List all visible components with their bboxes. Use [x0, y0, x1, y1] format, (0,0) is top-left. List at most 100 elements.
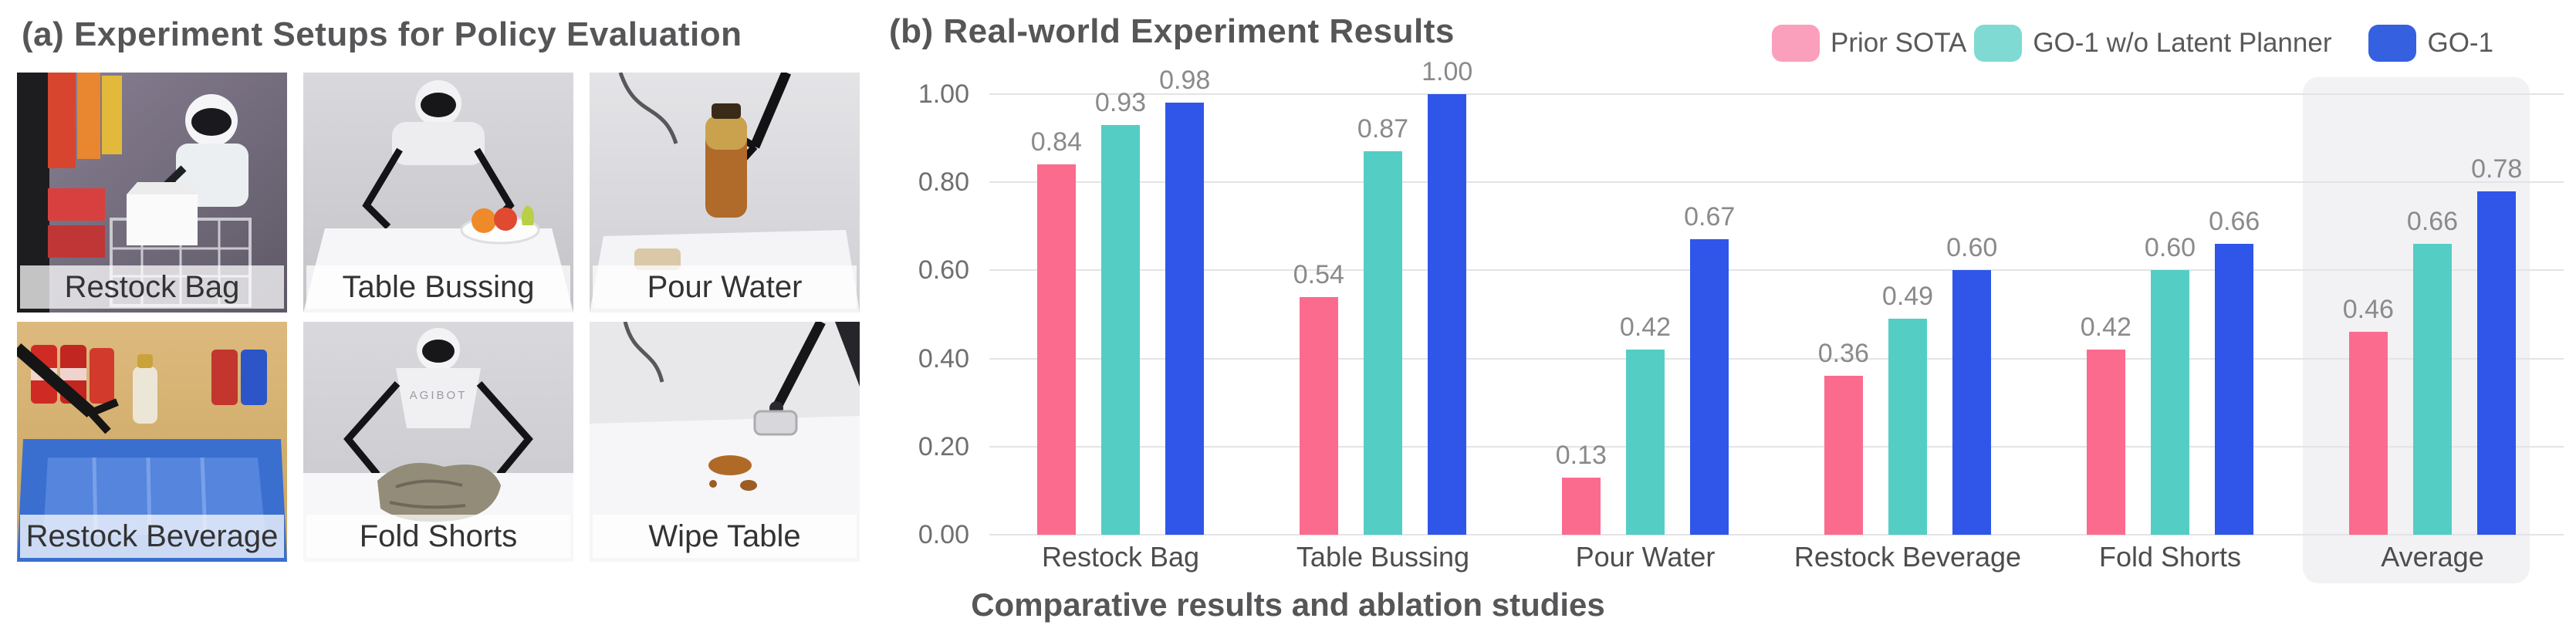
bar-rect — [1626, 350, 1665, 535]
legend-item-go-1-w-o-latent-planner: GO-1 w/o Latent Planner — [1974, 25, 2331, 62]
bar-rect — [1165, 103, 1205, 535]
bar-rect — [2477, 191, 2517, 535]
x-label-restock-beverage: Restock Beverage — [1793, 541, 2022, 573]
value-label: 1.00 — [1422, 57, 1473, 86]
panel-b-title: (b) Real-world Experiment Results — [889, 12, 1455, 50]
bar-group-average: 0.46 0.66 0.78 — [2301, 94, 2564, 535]
value-label: 0.93 — [1094, 87, 1147, 117]
bar-rect — [1428, 94, 1467, 535]
chart-legend: Prior SOTA GO-1 w/o Latent Planner GO-1 — [1772, 22, 2493, 65]
value-label: 0.60 — [2144, 233, 2196, 263]
y-tick-0.40: 0.40 — [918, 343, 969, 373]
bar-group-restock-bag: 0.84 0.93 0.98 — [989, 66, 1252, 535]
bar-average-go-1-w-o-latent-planner: 0.66 — [2407, 94, 2458, 535]
x-label-fold-shorts: Fold Shorts — [2098, 541, 2242, 573]
bar-restock-bag-go-1: 0.98 — [1159, 66, 1210, 535]
bar-group-table-bussing: 0.54 0.87 1.00 — [1252, 57, 1514, 535]
bar-groups: 0.84 0.93 0.98 0.54 0.87 1.00 0.13 0.42 0.67 0.36… — [989, 57, 2564, 535]
y-tick-0.80: 0.80 — [918, 167, 969, 198]
setup-label-pour-water: Pour Water — [593, 265, 857, 309]
robot-brand-text: AGIBOT — [410, 389, 468, 402]
legend-label: Prior SOTA — [1831, 28, 1967, 58]
y-axis: 1.00 0.80 0.60 0.40 0.20 0.00 — [815, 79, 969, 549]
legend-label: GO-1 — [2427, 28, 2494, 58]
legend-item-go-1: GO-1 — [2368, 25, 2493, 62]
setup-photo-pour-water: Pour Water — [590, 73, 860, 313]
bar-table-bussing-prior-sota: 0.54 — [1293, 94, 1344, 535]
bar-pour-water-go-1-w-o-latent-planner: 0.42 — [1620, 94, 1671, 535]
bar-rect — [1888, 319, 1927, 535]
y-tick-0.00: 0.00 — [918, 520, 969, 549]
value-label: 0.13 — [1555, 440, 1607, 470]
bar-rect — [1299, 296, 1338, 535]
bar-restock-beverage-go-1-w-o-latent-planner: 0.49 — [1882, 94, 1933, 535]
value-label: 0.46 — [2342, 295, 2394, 325]
gridline-0.40 — [989, 357, 2564, 360]
bar-fold-shorts-go-1-w-o-latent-planner: 0.60 — [2145, 94, 2196, 535]
experiment-setup-grid: Restock Bag Table Bussing — [17, 73, 860, 562]
bar-rect — [1824, 376, 1863, 535]
setup-label-table-bussing: Table Bussing — [306, 265, 570, 309]
value-label: 0.78 — [2471, 154, 2523, 184]
value-label: 0.67 — [1684, 202, 1736, 232]
value-label: 0.42 — [2080, 313, 2131, 343]
setup-label-restock-beverage: Restock Beverage — [20, 515, 284, 558]
setup-photo-restock-beverage: Restock Beverage — [17, 322, 287, 562]
value-label: 0.66 — [2209, 207, 2260, 237]
setup-label-restock-bag: Restock Bag — [20, 265, 284, 309]
bar-rect — [1036, 164, 1076, 535]
bar-rect — [2086, 350, 2125, 535]
bar-rect — [1690, 239, 1729, 535]
legend-label: GO-1 w/o Latent Planner — [2033, 28, 2332, 58]
bar-rect — [1364, 151, 1402, 535]
setup-label-fold-shorts: Fold Shorts — [306, 515, 570, 558]
bar-group-fold-shorts: 0.42 0.60 0.66 — [2039, 94, 2301, 535]
restock-bag-photo-illustration — [17, 73, 287, 313]
gridline-0.20 — [989, 445, 2564, 448]
legend-swatch-go-1 — [2368, 25, 2417, 62]
value-label: 0.49 — [1881, 282, 1934, 312]
bar-restock-beverage-go-1: 0.60 — [1946, 94, 1997, 535]
bar-group-pour-water: 0.13 0.42 0.67 — [1514, 94, 1776, 535]
value-label: 0.42 — [1619, 313, 1672, 343]
gridline-0.80 — [989, 181, 2564, 184]
value-label: 0.66 — [2406, 207, 2459, 237]
setup-label-wipe-table: Wipe Table — [593, 515, 857, 558]
value-label: 0.87 — [1357, 114, 1409, 144]
value-label: 0.54 — [1293, 259, 1344, 289]
bar-pour-water-prior-sota: 0.13 — [1556, 94, 1607, 535]
gridline-0.00 — [989, 534, 2564, 536]
bar-rect — [2151, 270, 2189, 535]
bar-table-bussing-go-1-w-o-latent-planner: 0.87 — [1357, 94, 1408, 535]
y-tick-0.60: 0.60 — [918, 255, 969, 286]
bar-fold-shorts-go-1: 0.66 — [2209, 94, 2260, 535]
setup-photo-table-bussing: Table Bussing — [303, 73, 573, 313]
x-label-average: Average — [2381, 541, 2484, 573]
legend-item-prior-sota: Prior SOTA — [1772, 25, 1966, 62]
y-tick-0.20: 0.20 — [918, 431, 969, 461]
x-label-table-bussing: Table Bussing — [1296, 541, 1470, 573]
bar-group-restock-beverage: 0.36 0.49 0.60 — [1776, 94, 2039, 535]
setup-photo-restock-bag: Restock Bag — [17, 73, 287, 313]
bar-restock-beverage-prior-sota: 0.36 — [1818, 94, 1869, 535]
x-label-pour-water: Pour Water — [1575, 541, 1716, 573]
gridline-1.00 — [989, 93, 2564, 95]
value-label: 0.60 — [1946, 233, 1998, 263]
legend-swatch-prior-sota — [1772, 25, 1820, 62]
bar-table-bussing-go-1: 1.00 — [1422, 57, 1472, 535]
bar-rect — [1952, 270, 1992, 535]
bar-pour-water-go-1: 0.67 — [1684, 94, 1735, 535]
gridlines — [989, 93, 2564, 536]
bar-rect — [2215, 244, 2254, 535]
bar-rect — [1101, 124, 1140, 535]
bar-restock-bag-go-1-w-o-latent-planner: 0.93 — [1095, 88, 1146, 535]
y-tick-1.00: 1.00 — [918, 79, 969, 109]
gridline-0.60 — [989, 269, 2564, 272]
value-label: 0.36 — [1817, 339, 1869, 369]
bar-chart: 0.84 0.93 0.98 0.54 0.87 1.00 0.13 0.42 0.67 0.36… — [989, 57, 2564, 536]
value-label: 0.84 — [1030, 127, 1082, 157]
x-label-restock-bag: Restock Bag — [1041, 541, 1200, 573]
bar-rect — [2413, 244, 2452, 535]
x-axis-labels: Restock Bag Table Bussing Pour Water Restoc… — [989, 541, 2564, 573]
